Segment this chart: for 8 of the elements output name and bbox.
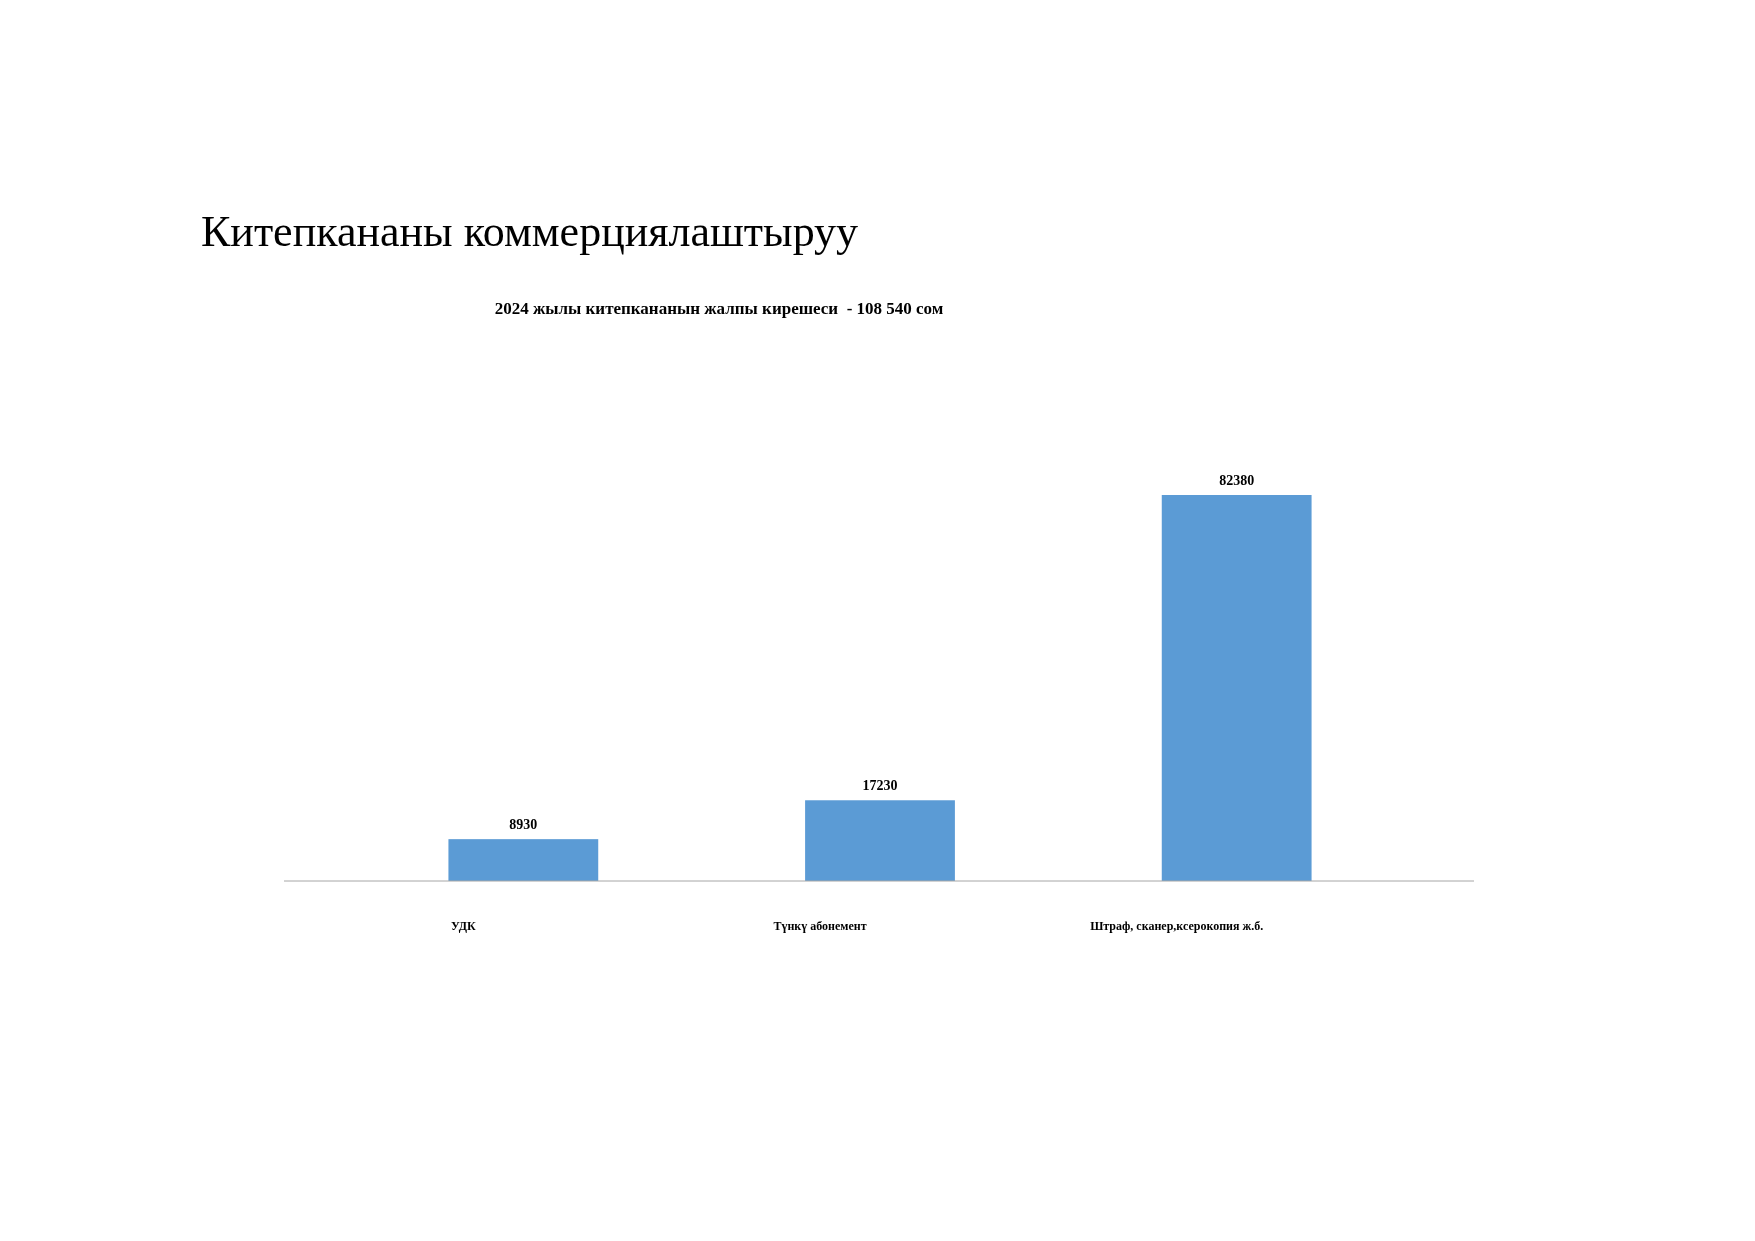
data-label: 17230	[862, 778, 898, 794]
chart-title: Китепкананы коммерциялаштыруу	[201, 207, 859, 256]
x-tick-label: Штраф, сканер,ксерокопия ж.б.	[1090, 919, 1264, 933]
x-tick-label: УДК	[451, 919, 476, 933]
data-label: 8930	[509, 817, 538, 833]
chart-subtitle: 2024 жылы китепкананын жалпы кирешеси - 108 540 сом	[494, 299, 944, 318]
x-tick-label: Түнкү абонемент	[773, 919, 867, 933]
data-label: 82380	[1219, 473, 1255, 488]
